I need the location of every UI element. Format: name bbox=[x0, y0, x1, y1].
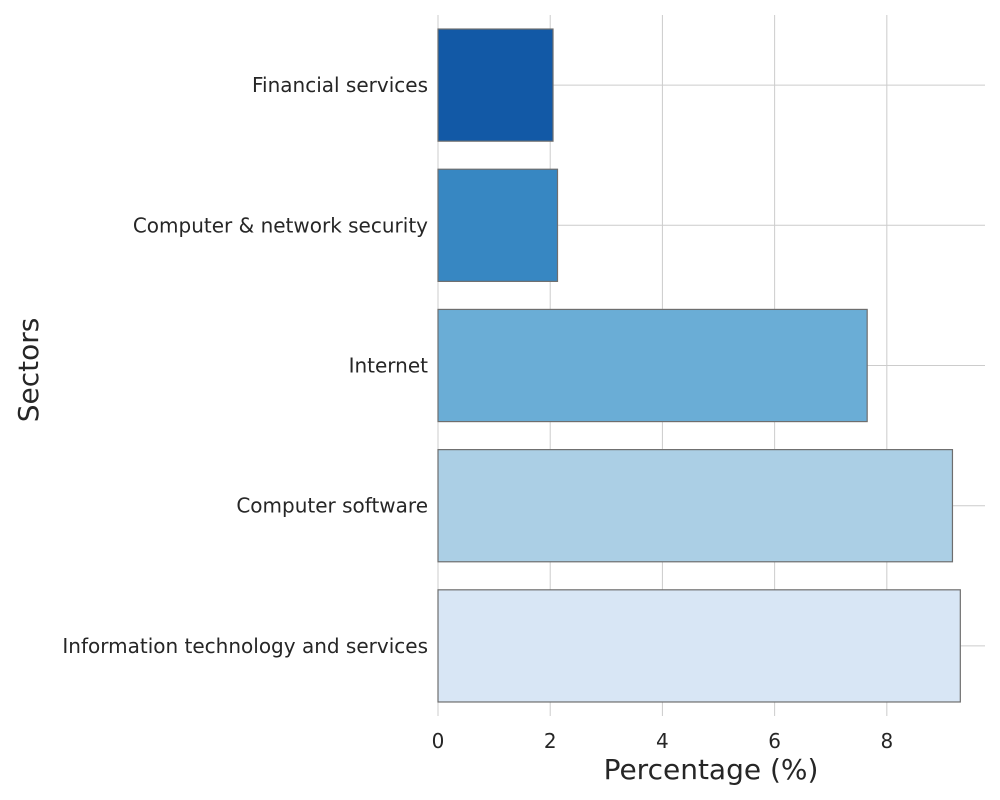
y-axis-title: Sectors bbox=[12, 318, 45, 423]
bar-4 bbox=[437, 589, 961, 703]
y-tick-label: Computer & network security bbox=[133, 213, 428, 237]
x-tick-labels: 0 2 4 6 8 bbox=[432, 729, 894, 753]
y-tick-label: Internet bbox=[349, 354, 429, 378]
x-tick-label: 4 bbox=[656, 729, 669, 753]
bar-1 bbox=[437, 168, 559, 282]
bar-0 bbox=[437, 28, 554, 142]
y-tick-label: Information technology and services bbox=[62, 634, 428, 658]
y-tick-label: Financial services bbox=[252, 73, 428, 97]
y-tick-labels: Financial services Computer & network sec… bbox=[62, 73, 428, 658]
y-tick-label: Computer software bbox=[236, 494, 428, 518]
bars bbox=[437, 28, 961, 703]
x-tick-label: 8 bbox=[880, 729, 893, 753]
x-axis-title: Percentage (%) bbox=[604, 753, 819, 786]
bar-3 bbox=[437, 449, 954, 563]
x-tick-label: 6 bbox=[768, 729, 781, 753]
x-tick-label: 2 bbox=[544, 729, 557, 753]
x-tick-label: 0 bbox=[432, 729, 445, 753]
bar-2 bbox=[437, 308, 868, 423]
